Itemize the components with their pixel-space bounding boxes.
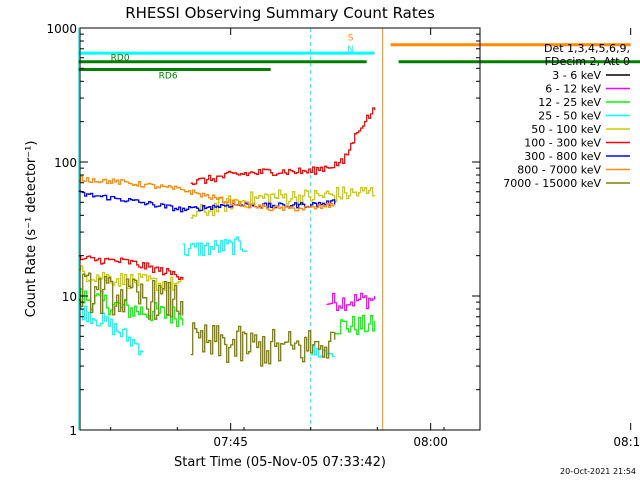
info-detectors: Det 1,3,4,5,6,9,	[544, 42, 630, 55]
y-tick-label-1: 10	[62, 290, 77, 304]
legend-label-4: 25 - 50 keV	[538, 110, 601, 123]
series-3-trace-1	[78, 288, 184, 328]
series-4-trace-2	[182, 236, 248, 257]
flag-label-rd6: RD6	[159, 72, 178, 82]
series-9-trace-2	[190, 322, 336, 367]
series-6-trace-2	[190, 107, 376, 185]
y-axis-label: Count Rate (s⁻¹ detector⁻¹)	[24, 141, 39, 318]
y-tick-label-0: 1	[69, 424, 77, 438]
legend-label-5: 50 - 100 keV	[531, 123, 601, 136]
legend-label-9: 7000 - 15000 keV	[503, 177, 601, 190]
series-6-trace-1	[78, 255, 184, 280]
flag-label-s: S	[348, 34, 354, 44]
legend: Det 1,3,4,5,6,9, FDecim 2, Att 0 3 - 6 k…	[503, 42, 630, 190]
legend-label-1: 3 - 6 keV	[552, 69, 601, 82]
series-9-trace-1	[78, 272, 184, 320]
legend-label-2: 6 - 12 keV	[545, 83, 601, 96]
legend-label-3: 12 - 25 keV	[538, 96, 601, 109]
date-stamp: 20-Oct-2021 21:54	[560, 467, 636, 476]
series-5-trace-2	[190, 186, 376, 219]
x-tick-label-2: 08:15	[613, 435, 640, 449]
series-4-trace-1	[78, 303, 144, 356]
plot-frame	[79, 27, 481, 431]
series-8-trace-1	[78, 175, 336, 212]
flag-label-n: N	[347, 45, 354, 55]
y-tick-label-2: 100	[54, 156, 77, 170]
info-decimation: FDecim 2, Att 0	[545, 55, 630, 68]
series-2-trace-1	[326, 292, 376, 312]
y-tick-label-3: 1000	[46, 22, 77, 36]
x-axis-label: Start Time (05-Nov-05 07:33:42)	[174, 455, 386, 470]
chart-title: RHESSI Observing Summary Count Rates	[125, 4, 435, 22]
series-7-trace-1	[78, 190, 336, 213]
x-tick-label-1: 08:00	[413, 435, 448, 449]
legend-label-7: 300 - 800 keV	[524, 150, 601, 163]
series-5-trace-1	[78, 265, 184, 292]
legend-label-6: 100 - 300 keV	[524, 137, 601, 150]
x-tick-label-0: 07:45	[213, 435, 248, 449]
plot-area: SN RD0 RD6	[78, 28, 640, 430]
flag-label-rd0: RD0	[111, 54, 130, 64]
series-3-trace-2	[334, 314, 376, 336]
legend-label-8: 800 - 7000 keV	[517, 164, 601, 177]
